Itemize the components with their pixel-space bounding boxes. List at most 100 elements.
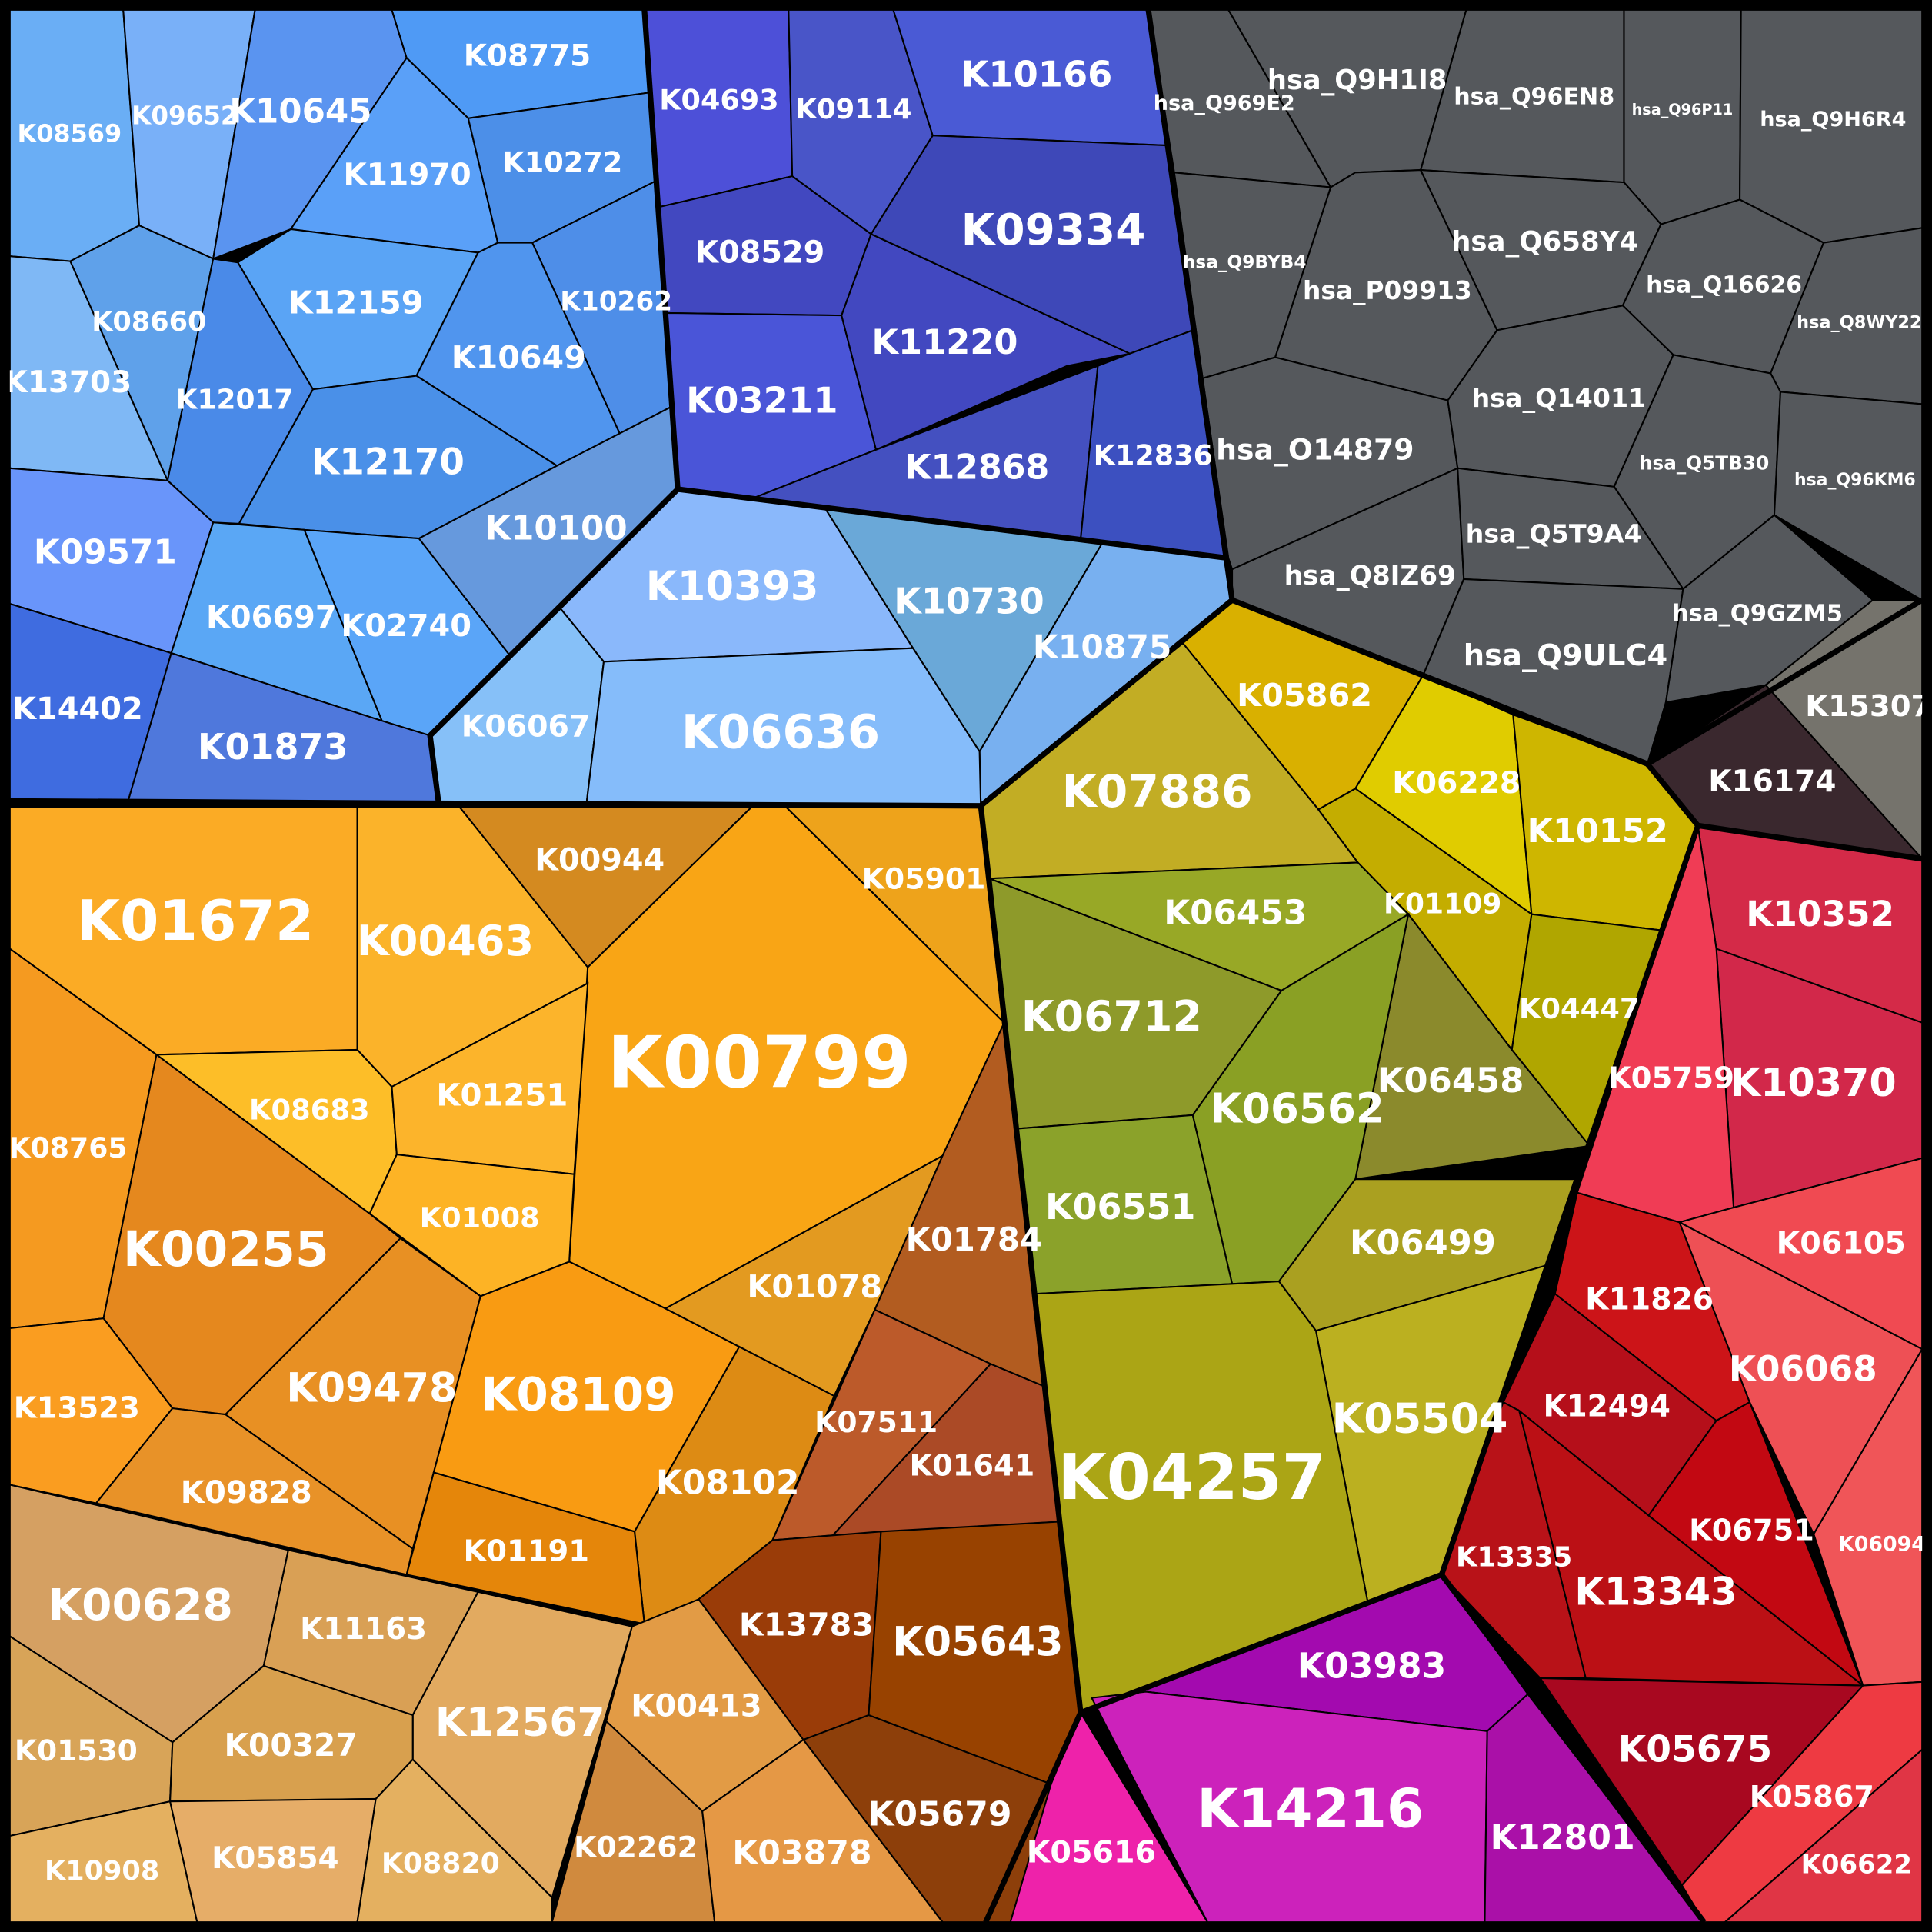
- cell-label-k11163: K11163: [300, 1612, 427, 1647]
- cell-label-hsa-q96km6: hsa_Q96KM6: [1794, 471, 1916, 490]
- cell-label-k11220: K11220: [871, 322, 1018, 362]
- cell-label-k10393: K10393: [646, 563, 819, 610]
- cell-label-k01109: K01109: [1384, 889, 1501, 921]
- cell-label-k00944: K00944: [535, 843, 665, 878]
- cell-label-k03878: K03878: [732, 1834, 871, 1872]
- cell-label-k10370: K10370: [1730, 1060, 1897, 1105]
- cell-label-k11826: K11826: [1585, 1282, 1714, 1317]
- cell-label-k10645: K10645: [229, 93, 371, 132]
- cell-label-k00628: K00628: [48, 1581, 233, 1631]
- cell-label-k08775: K08775: [464, 38, 591, 73]
- cell-label-k02740: K02740: [341, 608, 471, 644]
- cell-label-k00463: K00463: [357, 917, 534, 965]
- cell-label-k07886: K07886: [1062, 765, 1253, 818]
- cell-label-k13523: K13523: [14, 1391, 140, 1426]
- cell-label-k06068: K06068: [1729, 1349, 1877, 1390]
- cell-label-k10875: K10875: [1033, 629, 1172, 667]
- cell-label-k06458: K06458: [1377, 1060, 1524, 1101]
- cell-label-k01873: K01873: [198, 726, 348, 768]
- cell-label-k12159: K12159: [288, 284, 424, 321]
- cell-label-k00799: K00799: [608, 1021, 911, 1104]
- group-border-line: [438, 9, 1235, 809]
- cell-label-hsa-q9gzm5: hsa_Q9GZM5: [1672, 600, 1843, 627]
- cell-label-k03983: K03983: [1297, 1645, 1447, 1686]
- cell-label-k06228: K06228: [1392, 766, 1521, 801]
- cell-label-k09478: K09478: [286, 1366, 457, 1412]
- cell-label-k01008: K01008: [420, 1201, 540, 1234]
- cell-label-k12801: K12801: [1491, 1818, 1635, 1857]
- cell-label-k15307: K15307: [1805, 689, 1931, 724]
- cell-label-k10166: K10166: [961, 53, 1113, 95]
- cell-label-k06067: K06067: [461, 708, 591, 744]
- cell-label-k01251: K01251: [436, 1078, 568, 1114]
- cell-label-k01784: K01784: [906, 1221, 1042, 1258]
- cell-label-k08569: K08569: [18, 118, 122, 148]
- cell-label-hsa-q969e2: hsa_Q969E2: [1154, 92, 1295, 115]
- cell-label-k10649: K10649: [451, 339, 586, 376]
- cell-label-k10152: K10152: [1527, 812, 1668, 851]
- cell-label-k09571: K09571: [34, 533, 177, 572]
- cell-label-k06751: K06751: [1689, 1514, 1814, 1548]
- cell-label-k05862: K05862: [1237, 677, 1372, 714]
- cell-label-k11970: K11970: [344, 158, 471, 192]
- group-borders: [0, 9, 1924, 1924]
- cell-label-k12567: K12567: [435, 1700, 605, 1746]
- cell-k06636: [585, 647, 982, 807]
- cell-label-k06105: K06105: [1777, 1225, 1906, 1261]
- cell-label-k05854: K05854: [212, 1841, 339, 1876]
- cell-label-k05675: K05675: [1618, 1728, 1772, 1770]
- cell-label-k12017: K12017: [176, 384, 294, 415]
- cell-label-k08765: K08765: [9, 1131, 128, 1164]
- cell-label-k01530: K01530: [15, 1734, 138, 1767]
- cell-label-k09114: K09114: [795, 94, 911, 125]
- cell-label-k12868: K12868: [904, 448, 1049, 487]
- cell-label-k00327: K00327: [225, 1727, 358, 1764]
- cell-label-k08102: K08102: [656, 1464, 800, 1503]
- cell-label-hsa-q9h1i8: hsa_Q9H1I8: [1267, 65, 1447, 96]
- cell-label-k13703: K13703: [5, 365, 132, 400]
- cell-label-k00413: K00413: [631, 1688, 761, 1724]
- cell-label-k04257: K04257: [1058, 1441, 1325, 1514]
- group-border-line: [677, 486, 1229, 561]
- cells: [8, 8, 1924, 1924]
- cell-label-k01078: K01078: [747, 1268, 882, 1305]
- cell-label-hsa-q8wy22: hsa_Q8WY22: [1797, 313, 1921, 333]
- cell-label-k12170: K12170: [311, 442, 465, 484]
- cell-label-k04693: K04693: [659, 83, 778, 116]
- cell-label-k09334: K09334: [961, 205, 1146, 255]
- cell-label-hsa-q5tb30: hsa_Q5TB30: [1639, 452, 1769, 475]
- cell-label-k06622: K06622: [1801, 1849, 1912, 1880]
- group-border-line: [0, 9, 681, 807]
- cell-label-k01191: K01191: [463, 1534, 589, 1568]
- cell-label-hsa-q9ulc4: hsa_Q9ULC4: [1464, 638, 1667, 673]
- cell-label-k14216: K14216: [1197, 1778, 1424, 1840]
- cell-label-k02262: K02262: [574, 1830, 698, 1864]
- group-border-line: [1231, 597, 1924, 767]
- cell-hsa-q9ulc4: [1421, 578, 1684, 765]
- cell-label-hsa-p09913: hsa_P09913: [1303, 276, 1472, 305]
- cell-label-k09652: K09652: [132, 102, 238, 131]
- cell-label-k06453: K06453: [1164, 893, 1307, 932]
- cell-label-k13343: K13343: [1574, 1570, 1737, 1614]
- cell-label-k05759: K05759: [1608, 1061, 1734, 1095]
- cell-label-k08529: K08529: [695, 235, 824, 270]
- cell-label-k04447: K04447: [1519, 992, 1640, 1025]
- cell-label-hsa-o14879: hsa_O14879: [1216, 433, 1414, 467]
- cell-label-k10352: K10352: [1746, 894, 1894, 934]
- cell-label-k06094: K06094: [1838, 1532, 1926, 1556]
- cell-label-hsa-q14011: hsa_Q14011: [1471, 383, 1646, 413]
- cell-label-k03211: K03211: [686, 380, 838, 421]
- cell-label-k05901: K05901: [862, 861, 986, 895]
- cell-label-k06697: K06697: [206, 600, 337, 635]
- cell-label-k12836: K12836: [1094, 438, 1213, 471]
- cell-label-k10272: K10272: [502, 146, 622, 179]
- cell-label-k13783: K13783: [739, 1607, 874, 1644]
- cell-label-hsa-q96p11: hsa_Q96P11: [1632, 101, 1734, 118]
- cell-label-k09828: K09828: [181, 1475, 312, 1511]
- cell-label-k16174: K16174: [1708, 764, 1836, 799]
- cell-label-k08683: K08683: [249, 1093, 370, 1126]
